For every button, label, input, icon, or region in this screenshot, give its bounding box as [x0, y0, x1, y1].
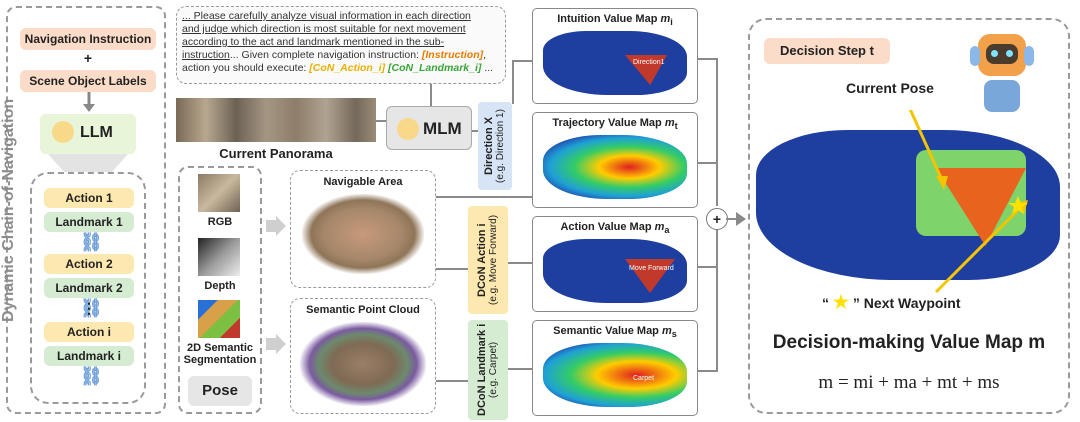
link-icon: ⛓: [80, 232, 103, 252]
robot-icon: [968, 28, 1036, 120]
decision-step-box: Decision Step t: [764, 38, 890, 64]
formula-text: m = mi + ma + mt + ms: [818, 372, 1000, 393]
plus-sign: +: [83, 50, 93, 66]
navigable-area-panel: [290, 170, 436, 288]
trajectory-map-title: Trajectory Value Map mt: [552, 117, 678, 132]
rgb-label: RGB: [207, 216, 233, 228]
llm-label: LLM: [80, 124, 113, 141]
right-arrow-icon: [266, 334, 286, 354]
landmark-1: Landmark 1: [44, 212, 134, 232]
decision-formula: m = mi + ma + mt + ms: [756, 372, 1062, 394]
next-waypoint-label: “ ★ ” Next Waypoint: [822, 292, 961, 312]
action-2: Action 2: [44, 254, 134, 274]
depth-label: Depth: [204, 280, 236, 292]
decision-panel: [748, 18, 1070, 414]
navigable-area-title: Navigable Area: [323, 176, 403, 188]
current-pose-label: Current Pose: [846, 80, 934, 96]
sum-circle: +: [706, 208, 728, 230]
landmark-i: Landmark i: [44, 346, 134, 366]
panorama-label: Current Panorama: [219, 146, 333, 161]
intuition-map-tag: Direction1: [633, 59, 665, 66]
point-cloud-panel: [290, 298, 436, 414]
llm-box: LLM: [40, 114, 136, 154]
panorama-image: [176, 98, 376, 142]
dcon-action-box: DCoN Action i (e.g. Move Forward): [468, 206, 508, 314]
point-cloud-title: Semantic Point Cloud: [306, 304, 420, 316]
right-arrow-icon: [266, 216, 286, 236]
action-i: Action i: [44, 322, 134, 342]
link-icon: ⛓: [80, 366, 103, 386]
funnel-connector: [48, 154, 128, 172]
segmentation-image: [198, 300, 240, 338]
action-map-tag: Move Forward: [629, 265, 674, 272]
rgb-image: [198, 174, 240, 212]
decision-map-title: Decision-making Value Map m: [772, 332, 1046, 353]
dcon-landmark-box: DCoN Landmark i (e.g. Carpet): [468, 320, 508, 420]
star-icon: ★: [832, 292, 850, 312]
intuition-map-title: Intuition Value Map mi: [557, 13, 673, 28]
intuition-value-map: Intuition Value Map mi Direction1: [532, 8, 698, 104]
nav-instruction-box: Navigation Instruction: [20, 28, 156, 50]
instruction-box: [176, 6, 506, 84]
point-cloud-image: [300, 322, 426, 406]
navigable-area-image: [302, 194, 424, 274]
semantic-value-map: Semantic Value Map ms Carpet: [532, 320, 698, 416]
semantic-map-title: Semantic Value Map ms: [553, 325, 677, 340]
decision-arrows: [908, 110, 1028, 294]
direction-box: Direction X (e.g. Direction 1): [478, 102, 512, 190]
action-value-map: Action Value Map ma Move Forward: [532, 216, 698, 312]
semantic-map-tag: Carpet: [633, 375, 655, 382]
right-arrow-icon: [736, 212, 746, 226]
decision-map-image: [756, 110, 1060, 300]
trajectory-value-map: Trajectory Value Map mt: [532, 112, 698, 208]
landmark-2: Landmark 2: [44, 278, 134, 298]
lightbulb-icon: [52, 121, 74, 143]
mlm-box: MLM: [386, 106, 472, 150]
pose-box: Pose: [188, 376, 252, 406]
mlm-label: MLM: [423, 119, 462, 138]
segmentation-label: 2D Semantic Segmentation: [183, 342, 257, 366]
action-map-title: Action Value Map ma: [560, 221, 670, 236]
action-chain-box: [30, 172, 146, 404]
action-1: Action 1: [44, 188, 134, 208]
vertical-ellipsis: ⋮: [82, 300, 96, 316]
depth-image: [198, 238, 240, 276]
instruction-text: ... Please carefully analyze visual info…: [182, 10, 494, 74]
dcon-panel: [6, 6, 166, 414]
inputs-panel: [178, 166, 262, 414]
link-icon: ⛓: [80, 298, 103, 318]
scene-labels-box: Scene Object Labels: [20, 70, 156, 92]
lightbulb-icon: [397, 118, 419, 140]
down-arrow-icon: [83, 92, 95, 112]
